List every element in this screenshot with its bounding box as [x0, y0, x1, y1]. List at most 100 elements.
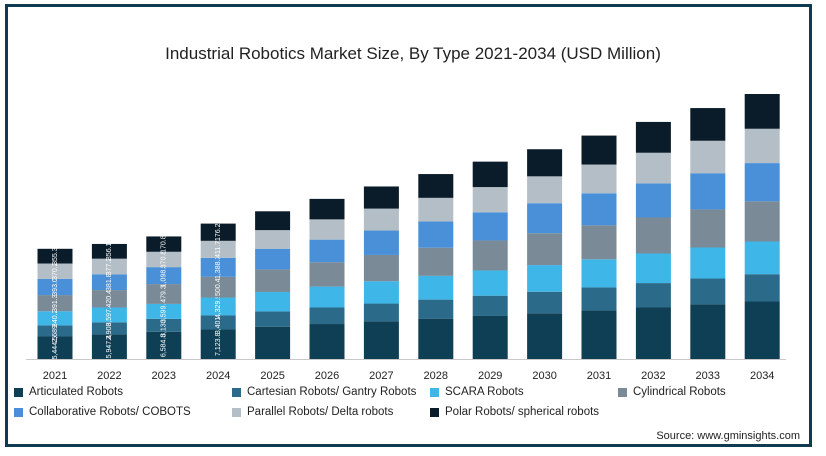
bar-segment [37, 311, 73, 326]
bar-segment [255, 326, 291, 359]
bar-segment [418, 247, 454, 276]
legend-swatch [14, 407, 23, 417]
bar-segment [690, 140, 726, 174]
legend-label: SCARA Robots [445, 386, 524, 398]
bar-segment [200, 297, 236, 316]
bar-segment [635, 152, 671, 184]
bar-segment [200, 329, 236, 359]
bar-segment [744, 201, 780, 242]
legend-label: Collaborative Robots/ COBOTS [29, 406, 191, 418]
bar-segment [37, 325, 73, 337]
bar-segment [472, 315, 508, 359]
x-tick-label: 2030 [532, 370, 556, 382]
legend-swatch [618, 387, 627, 397]
bar-segment [527, 149, 563, 177]
bar-segment [744, 128, 780, 164]
data-label: 393.0 [52, 278, 59, 296]
bar-segment [200, 276, 236, 298]
x-tick-label: 2024 [206, 370, 230, 382]
bar-segment [363, 208, 399, 231]
data-label: 391.3 [52, 294, 59, 312]
bar-segment [146, 251, 182, 268]
bar-segment [91, 258, 127, 275]
data-label: 1,388.3 [215, 256, 222, 279]
bar-segment [472, 295, 508, 316]
legend-item-polar: Polar Robots/ spherical robots [430, 406, 599, 418]
x-tick-label: 2022 [97, 370, 121, 382]
legend-label: Articulated Robots [29, 386, 123, 398]
bar-segment [255, 311, 291, 327]
legend-swatch [232, 407, 241, 417]
data-label: 5,947.4 [106, 335, 113, 358]
bar-segment [472, 187, 508, 213]
bar-segment [309, 324, 345, 359]
bar-segment [91, 290, 127, 308]
bar-segment [37, 278, 73, 296]
bar-segment [744, 94, 780, 129]
bar-segment [255, 291, 291, 312]
bar-segment [690, 247, 726, 279]
data-label: 1,098.9 [161, 264, 168, 287]
bar-segment [91, 243, 127, 259]
bar-segment [363, 230, 399, 255]
x-tick-label: 2021 [43, 370, 67, 382]
data-label: 479.3 [161, 285, 168, 303]
bar-segment [309, 262, 345, 287]
bar-segment [37, 295, 73, 312]
legend-item-scara: SCARA Robots [430, 386, 524, 398]
bar-segment [635, 217, 671, 254]
bar-segment [581, 310, 617, 359]
x-tick-label: 2034 [750, 370, 774, 382]
x-tick-label: 2025 [260, 370, 284, 382]
legend-item-cylindrical: Cylindrical Robots [618, 386, 726, 398]
bar-segment [146, 303, 182, 319]
data-label: 381.8 [106, 273, 113, 291]
bar-segment [744, 163, 780, 202]
legend-swatch [430, 407, 439, 417]
bar-segment [581, 135, 617, 165]
bar-segment [146, 284, 182, 304]
legend-row-2: Collaborative Robots/ COBOTS Parallel Ro… [14, 406, 804, 426]
bar-segment [37, 248, 73, 264]
bar-segment [309, 219, 345, 240]
bar-segment [527, 233, 563, 266]
bar-segment [418, 275, 454, 300]
source-note: Source: www.gminsights.com [656, 430, 800, 442]
legend-swatch [14, 387, 23, 397]
data-label: 3,599.6 [161, 300, 168, 323]
legend-label: Cartesian Robots/ Gantry Robots [247, 386, 417, 398]
bar-segment [146, 318, 182, 332]
bar-segment [527, 291, 563, 314]
data-label: 170.8 [161, 235, 168, 253]
bar-segment [309, 286, 345, 308]
legend-item-collaborative: Collaborative Robots/ COBOTS [14, 406, 191, 418]
data-label: 7,123.8 [215, 332, 222, 355]
bar-segment [744, 301, 780, 359]
x-tick-label: 2023 [152, 370, 176, 382]
data-label: 370.8 [161, 251, 168, 269]
data-label: 377.2 [106, 258, 113, 276]
data-label: 3,401.9 [215, 311, 222, 334]
data-label: 411.7 [215, 241, 222, 258]
data-label: 2,689.9 [52, 319, 59, 342]
bar-segment [146, 236, 182, 252]
legend-item-parallel: Parallel Robots/ Delta robots [232, 406, 393, 418]
chart-frame [5, 4, 812, 447]
bar-segment [37, 263, 73, 279]
bar-segment [255, 248, 291, 270]
bar-segment [690, 304, 726, 359]
data-label: 355.3 [52, 247, 59, 265]
bar-segment [581, 164, 617, 194]
bar-segment [255, 211, 291, 231]
bar-segment [744, 274, 780, 302]
bar-segment [581, 193, 617, 226]
legend-label: Polar Robots/ spherical robots [445, 406, 600, 418]
bar-segment [635, 307, 671, 359]
bar-segment [146, 331, 182, 359]
legend-swatch [430, 387, 439, 397]
bar-segment [527, 265, 563, 292]
bar-segment [635, 253, 671, 284]
bar-segment [690, 278, 726, 305]
bar-segment [527, 176, 563, 204]
